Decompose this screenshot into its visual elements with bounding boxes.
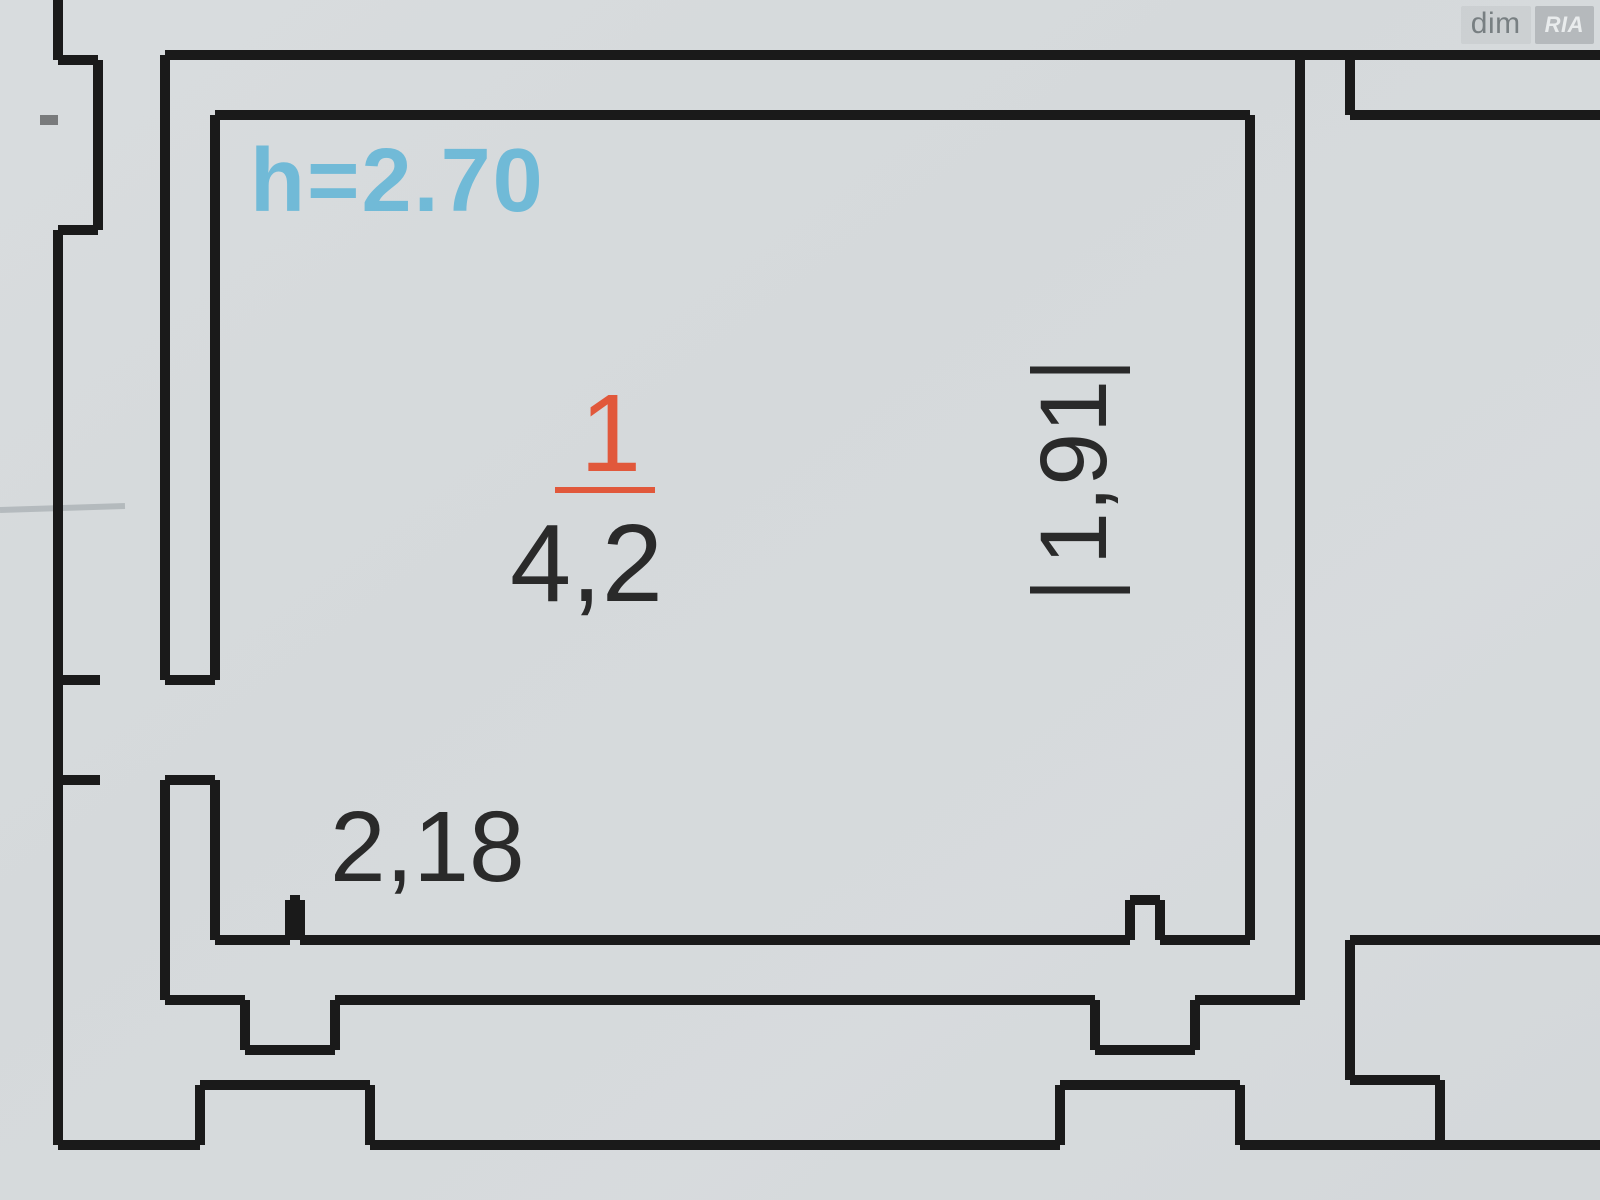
watermark: dim RIA	[1461, 6, 1594, 44]
floorplan-svg	[0, 0, 1600, 1200]
floorplan-canvas: h=2.70 1 4,2 1,91 2,18 dim RIA	[0, 0, 1600, 1200]
dim-vertical: 1,91	[1020, 380, 1129, 565]
room-number: 1	[580, 370, 641, 497]
watermark-ria: RIA	[1535, 6, 1594, 44]
watermark-dim: dim	[1461, 6, 1531, 44]
height-note: h=2.70	[250, 130, 545, 233]
dim-horizontal: 2,18	[330, 790, 525, 905]
room-area: 4,2	[510, 500, 663, 627]
